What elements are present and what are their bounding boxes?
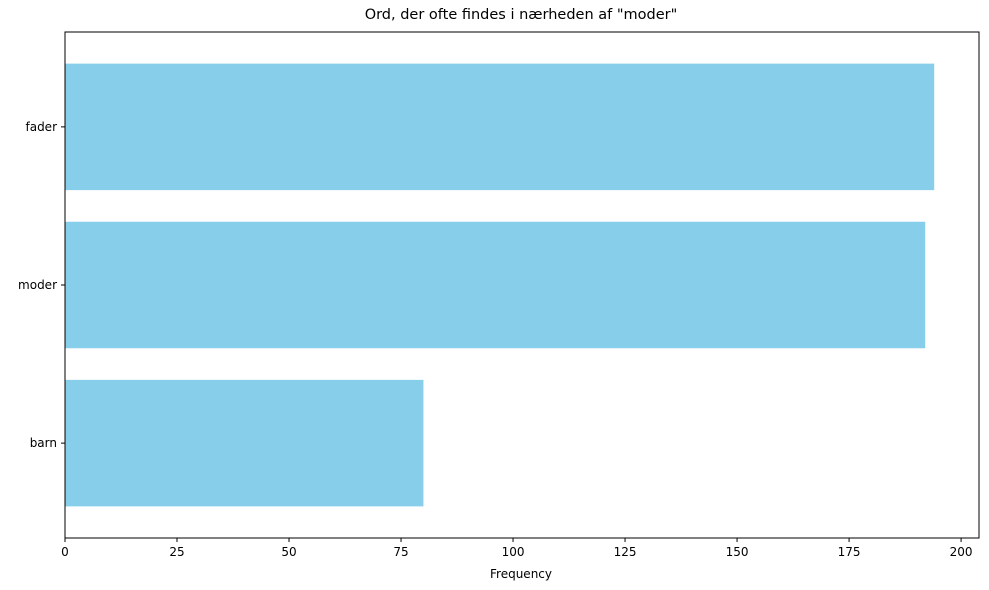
x-axis-ticks: 0 25 50 75 100 125 150 175 200	[61, 538, 973, 559]
plot-area-frame	[64, 31, 980, 539]
x-tick-label: 150	[726, 545, 749, 559]
bars-layer	[65, 63, 935, 507]
chart-title: Ord, der ofte findes i nærheden af "mode…	[365, 7, 678, 23]
bar-fader	[65, 63, 935, 191]
y-tick-label: moder	[18, 278, 57, 292]
x-tick-label: 125	[614, 545, 637, 559]
bar-moder	[65, 221, 926, 349]
y-tick-label: barn	[30, 436, 57, 450]
y-tick-label: fader	[25, 120, 57, 134]
bar-barn	[65, 379, 424, 507]
x-tick-label: 175	[838, 545, 861, 559]
x-tick-label: 75	[393, 545, 408, 559]
x-axis-label: Frequency	[490, 567, 552, 581]
x-tick-label: 0	[61, 545, 69, 559]
x-tick-label: 100	[502, 545, 525, 559]
y-axis-ticks: barn moder fader	[18, 120, 65, 450]
x-tick-label: 200	[950, 545, 973, 559]
x-tick-label: 50	[281, 545, 296, 559]
x-tick-label: 25	[169, 545, 184, 559]
